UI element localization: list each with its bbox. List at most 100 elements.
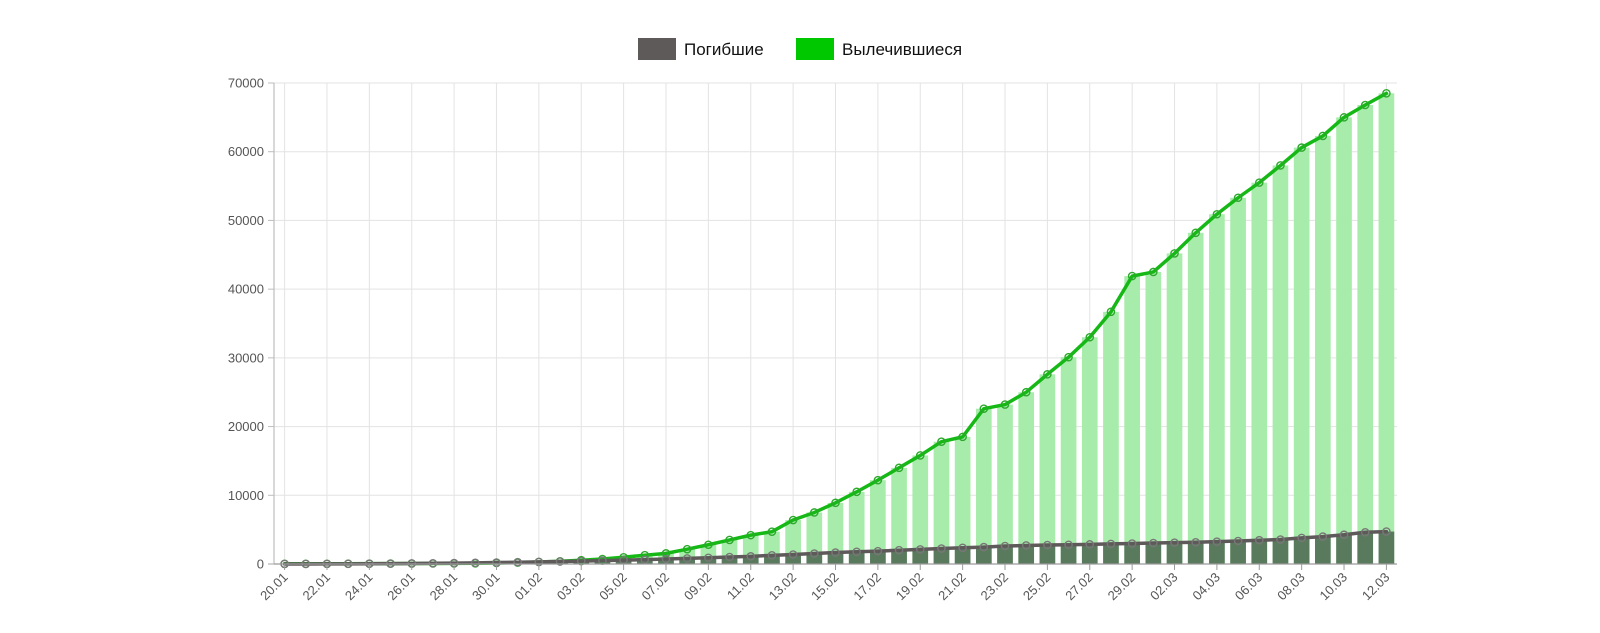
- point-recovered: [746, 530, 756, 540]
- legend-swatch-deaths: [638, 38, 676, 60]
- point-recovered: [1360, 100, 1370, 110]
- point-recovered: [704, 540, 713, 550]
- point-deaths: [831, 548, 840, 557]
- bar-deaths: [1314, 536, 1331, 564]
- bar-deaths: [848, 551, 865, 564]
- point-deaths: [513, 557, 522, 567]
- x-axis-ticks: 20.01 22.01 24.01 26.01 28.01 30.01 01.02 03.02…: [257, 564, 1393, 604]
- bar-recovered: [1357, 104, 1374, 564]
- point-deaths: [1318, 532, 1328, 541]
- point-deaths: [470, 558, 480, 568]
- bar-recovered: [1018, 392, 1035, 564]
- bar-deaths: [1336, 534, 1352, 564]
- bar-deaths: [1251, 540, 1268, 564]
- bar-recovered: [1272, 165, 1289, 564]
- bar-recovered: [975, 408, 992, 564]
- point-recovered: [1000, 400, 1010, 409]
- point-deaths: [767, 551, 777, 560]
- bar-deaths: [1124, 543, 1140, 564]
- x-tick-label: 23.02: [978, 570, 1012, 604]
- point-recovered: [682, 544, 692, 554]
- bar-recovered: [1166, 253, 1183, 564]
- bar-deaths: [954, 547, 971, 564]
- bars-recovered: [276, 93, 1395, 565]
- point-deaths: [1000, 541, 1010, 551]
- x-tick-label: 22.01: [299, 570, 333, 604]
- point-recovered: [1043, 370, 1052, 379]
- bar-recovered: [891, 467, 907, 564]
- bar-recovered: [933, 441, 950, 564]
- bar-recovered: [1209, 214, 1225, 564]
- grid: [274, 82, 1397, 565]
- point-recovered: [1085, 332, 1095, 342]
- bar-deaths: [827, 552, 844, 564]
- bar-deaths: [1018, 545, 1035, 564]
- point-deaths: [852, 547, 861, 557]
- point-deaths: [915, 545, 925, 554]
- bar-deaths: [1081, 544, 1098, 564]
- x-tick-label: 10.03: [1317, 570, 1351, 604]
- point-recovered: [894, 463, 904, 473]
- bar-recovered: [1124, 276, 1140, 564]
- bar-deaths: [870, 551, 886, 564]
- y-axis-ticks: 0 10000 20000 30000 40000 50000 60000 70000: [228, 76, 274, 572]
- bar-deaths: [764, 555, 780, 564]
- point-deaths: [979, 542, 989, 552]
- point-deaths: [704, 553, 713, 563]
- x-tick-label: 29.02: [1105, 570, 1139, 604]
- bar-deaths: [1103, 543, 1119, 564]
- point-deaths: [1297, 533, 1306, 543]
- x-tick-label: 05.02: [596, 570, 630, 604]
- x-tick-label: 12.03: [1359, 570, 1393, 604]
- bar-deaths: [997, 546, 1013, 564]
- bar-recovered: [1251, 182, 1268, 564]
- bar-deaths: [679, 558, 696, 564]
- y-tick-label: 40000: [228, 282, 264, 297]
- point-recovered: [1233, 193, 1243, 203]
- y-tick-label: 0: [257, 557, 264, 572]
- x-tick-label: 28.01: [427, 570, 461, 604]
- axes: [268, 83, 1397, 565]
- point-deaths: [1021, 541, 1031, 550]
- bar-recovered: [806, 512, 823, 564]
- point-recovered: [831, 498, 840, 508]
- point-deaths: [428, 558, 438, 568]
- point-recovered: [767, 527, 777, 537]
- point-deaths: [937, 544, 946, 553]
- point-deaths: [746, 552, 756, 561]
- point-recovered: [1212, 209, 1222, 219]
- bar-deaths: [912, 549, 929, 564]
- point-deaths: [1339, 530, 1349, 540]
- bar-recovered: [1336, 117, 1352, 564]
- bar-recovered: [954, 436, 971, 564]
- point-deaths: [1233, 536, 1243, 546]
- bar-recovered: [1187, 232, 1204, 564]
- bar-deaths: [1378, 531, 1395, 564]
- point-deaths: [1276, 535, 1285, 544]
- point-recovered: [1127, 271, 1137, 281]
- point-recovered: [1170, 249, 1179, 258]
- y-tick-label: 60000: [228, 144, 264, 159]
- x-tick-label: 20.01: [257, 570, 291, 604]
- bar-deaths: [806, 553, 823, 564]
- bar-recovered: [1145, 271, 1162, 564]
- bar-recovered: [870, 480, 886, 564]
- point-recovered: [1106, 307, 1116, 317]
- bar-deaths: [1293, 537, 1310, 564]
- bar-recovered: [1378, 93, 1395, 565]
- point-deaths: [1360, 527, 1370, 537]
- bar-recovered: [997, 404, 1013, 564]
- point-deaths: [810, 549, 819, 558]
- point-deaths: [873, 546, 883, 556]
- x-tick-label: 21.02: [935, 570, 969, 604]
- bar-recovered: [912, 455, 929, 564]
- line-deaths-path: [282, 529, 1389, 566]
- point-deaths: [1212, 537, 1222, 546]
- legend-swatch-recovered: [796, 38, 834, 60]
- point-deaths: [661, 554, 671, 564]
- bar-deaths: [1357, 532, 1374, 564]
- point-recovered: [661, 549, 671, 558]
- x-tick-label: 27.02: [1062, 570, 1096, 604]
- y-tick-label: 50000: [228, 213, 264, 228]
- x-tick-label: 02.03: [1147, 570, 1181, 604]
